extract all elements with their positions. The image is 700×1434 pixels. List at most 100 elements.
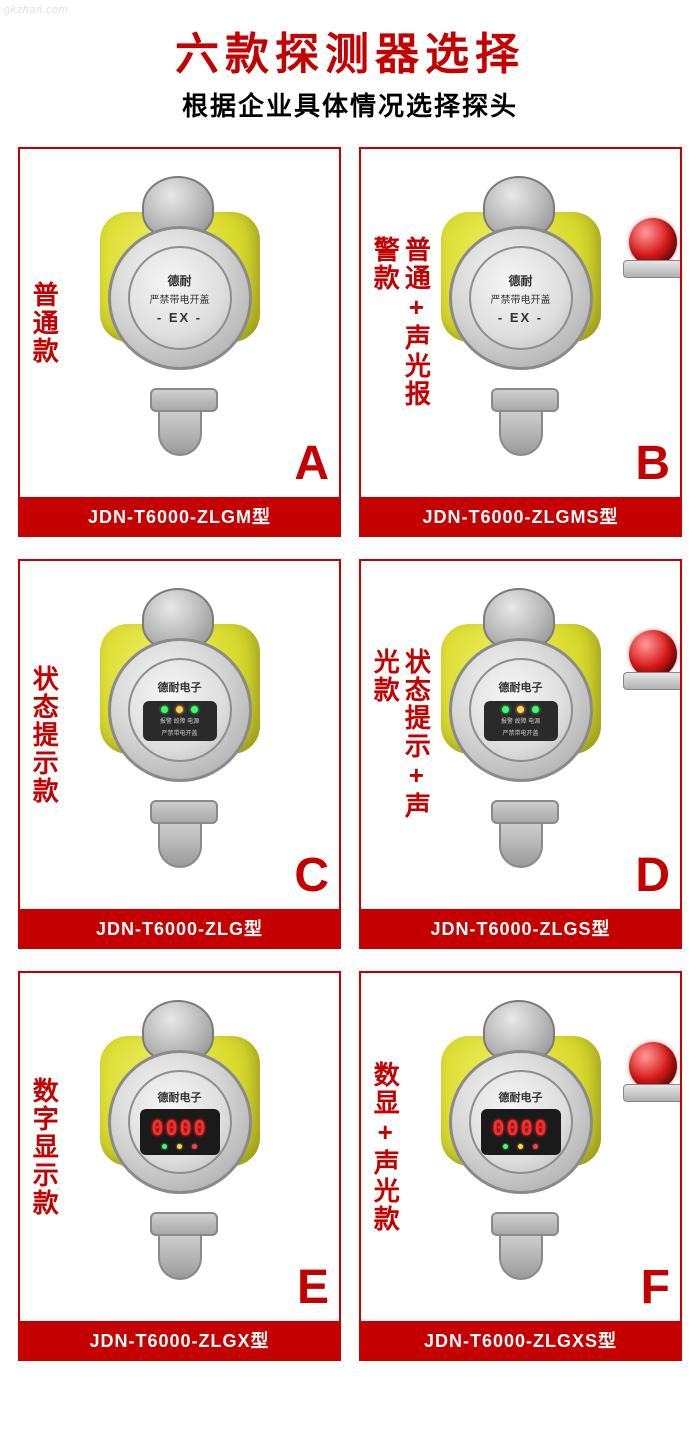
ex-mark: - EX - [157, 310, 202, 325]
product-card-f: 济南德耐电子有限公司 消防认证 监测专家德耐电子0000数显+声光款FJDN-T… [359, 971, 682, 1361]
product-style-label: 状态提示+声光款 [369, 648, 431, 822]
product-card-a: 济南德耐电子有限公司 消防认证 监测专家德耐严禁带电开盖- EX -普通款AJD… [18, 147, 341, 537]
beacon-dome [629, 630, 677, 678]
product-model-bar: JDN-T6000-ZLGXS型 [361, 1321, 680, 1359]
led-fault-icon [177, 1144, 182, 1149]
status-leds [502, 706, 539, 713]
brand-text: 德耐电子 [158, 679, 202, 695]
product-card-b: 济南德耐电子有限公司 消防认证 监测专家德耐严禁带电开盖- EX -普通+声光报… [359, 147, 682, 537]
product-style-label: 普通+声光报警款 [369, 236, 431, 410]
detector-face-plain: 德耐严禁带电开盖 - EX - [128, 246, 232, 350]
detector-body: 德耐电子报警 故障 电源严禁带电开盖 [108, 638, 252, 782]
product-model-bar: JDN-T6000-ZLGS型 [361, 909, 680, 947]
corner-watermark: gkzhan.com [4, 4, 68, 16]
detector-device: 德耐电子 0000 [411, 1000, 631, 1280]
digital-leds [503, 1144, 538, 1149]
led-power-icon [191, 706, 198, 713]
led-alarm-icon [502, 706, 509, 713]
beacon-dome [629, 218, 677, 266]
status-leds [161, 706, 198, 713]
brand-text: 德耐电子 [499, 679, 543, 695]
detector-sensor [158, 800, 202, 868]
warn-text: 严禁带电开盖 [491, 291, 551, 306]
detector-body: 德耐电子 0000 [108, 1050, 252, 1194]
status-labels: 报警 故障 电源 [501, 716, 540, 725]
product-letter: D [635, 848, 670, 903]
detector-sensor [499, 800, 543, 868]
warn-text: 严禁带电开盖 [150, 291, 210, 306]
product-style-label: 普通款 [28, 281, 59, 365]
product-model-bar: JDN-T6000-ZLGX型 [20, 1321, 339, 1359]
detector-sensor [499, 388, 543, 456]
status-warn: 严禁带电开盖 [161, 728, 197, 737]
product-letter: A [294, 436, 329, 491]
status-warn: 严禁带电开盖 [502, 728, 538, 737]
product-letter: E [297, 1260, 329, 1315]
product-image-area: 济南德耐电子有限公司 消防认证 监测专家德耐严禁带电开盖- EX -普通款A [20, 149, 339, 497]
product-letter: F [641, 1260, 670, 1315]
detector-face-digital: 德耐电子 0000 [128, 1070, 232, 1174]
product-letter: C [294, 848, 329, 903]
status-panel: 报警 故障 电源严禁带电开盖 [484, 701, 558, 741]
detector-device: 德耐电子报警 故障 电源严禁带电开盖 [411, 588, 631, 868]
detector-body: 德耐电子报警 故障 电源严禁带电开盖 [449, 638, 593, 782]
beacon-base [623, 1084, 681, 1102]
product-image-area: 济南德耐电子有限公司 消防认证 监测专家德耐电子0000数字显示款E [20, 973, 339, 1321]
product-card-d: 济南德耐电子有限公司 消防认证 监测专家德耐电子报警 故障 电源严禁带电开盖状态… [359, 559, 682, 949]
detector-device: 德耐电子报警 故障 电源严禁带电开盖 [70, 588, 290, 868]
beacon-dome [629, 1042, 677, 1090]
detector-sensor [158, 388, 202, 456]
detector-sensor [499, 1212, 543, 1280]
header: gkzhan.com 六款探测器选择 根据企业具体情况选择探头 [0, 0, 700, 135]
brand-text: 德耐电子 [499, 1089, 543, 1105]
detector-body: 德耐电子 0000 [449, 1050, 593, 1194]
product-image-area: 济南德耐电子有限公司 消防认证 监测专家德耐电子报警 故障 电源严禁带电开盖状态… [361, 561, 680, 909]
beacon-light-icon [623, 630, 681, 690]
ex-mark: - EX - [498, 310, 543, 325]
detector-device: 德耐电子 0000 [70, 1000, 290, 1280]
led-fault-icon [518, 1144, 523, 1149]
detector-face-status: 德耐电子报警 故障 电源严禁带电开盖 [128, 658, 232, 762]
led-power-icon [162, 1144, 167, 1149]
brand-text: 德耐电子 [158, 1089, 202, 1105]
beacon-base [623, 260, 681, 278]
product-style-label: 状态提示款 [28, 665, 59, 805]
product-image-area: 济南德耐电子有限公司 消防认证 监测专家德耐电子0000数显+声光款F [361, 973, 680, 1321]
brand-text: 德耐 [508, 272, 532, 289]
product-style-label: 数显+声光款 [369, 1061, 400, 1233]
led-alarm-icon [192, 1144, 197, 1149]
status-panel: 报警 故障 电源严禁带电开盖 [143, 701, 217, 741]
product-model-bar: JDN-T6000-ZLG型 [20, 909, 339, 947]
led-alarm-icon [161, 706, 168, 713]
product-model-bar: JDN-T6000-ZLGMS型 [361, 497, 680, 535]
digital-readout: 0000 [151, 1116, 207, 1140]
product-image-area: 济南德耐电子有限公司 消防认证 监测专家德耐严禁带电开盖- EX -普通+声光报… [361, 149, 680, 497]
detector-body: 德耐严禁带电开盖 - EX - [108, 226, 252, 370]
led-power-icon [532, 706, 539, 713]
product-card-c: 济南德耐电子有限公司 消防认证 监测专家德耐电子报警 故障 电源严禁带电开盖状态… [18, 559, 341, 949]
detector-face-status: 德耐电子报警 故障 电源严禁带电开盖 [469, 658, 573, 762]
digital-readout: 0000 [492, 1116, 548, 1140]
led-alarm-icon [533, 1144, 538, 1149]
detector-face-digital: 德耐电子 0000 [469, 1070, 573, 1174]
led-power-icon [503, 1144, 508, 1149]
beacon-base [623, 672, 681, 690]
led-fault-icon [517, 706, 524, 713]
detector-face-plain: 德耐严禁带电开盖 - EX - [469, 246, 573, 350]
product-style-label: 数字显示款 [28, 1077, 59, 1217]
beacon-light-icon [623, 1042, 681, 1102]
product-grid: 济南德耐电子有限公司 消防认证 监测专家德耐严禁带电开盖- EX -普通款AJD… [0, 135, 700, 1379]
digital-panel: 0000 [481, 1109, 561, 1155]
product-letter: B [635, 436, 670, 491]
detector-device: 德耐严禁带电开盖 - EX - [411, 176, 631, 456]
status-labels: 报警 故障 电源 [160, 716, 199, 725]
brand-text: 德耐 [167, 272, 191, 289]
detector-device: 德耐严禁带电开盖 - EX - [70, 176, 290, 456]
beacon-light-icon [623, 218, 681, 278]
product-card-e: 济南德耐电子有限公司 消防认证 监测专家德耐电子0000数字显示款EJDN-T6… [18, 971, 341, 1361]
detector-body: 德耐严禁带电开盖 - EX - [449, 226, 593, 370]
digital-leds [162, 1144, 197, 1149]
product-model-bar: JDN-T6000-ZLGM型 [20, 497, 339, 535]
led-fault-icon [176, 706, 183, 713]
digital-panel: 0000 [140, 1109, 220, 1155]
